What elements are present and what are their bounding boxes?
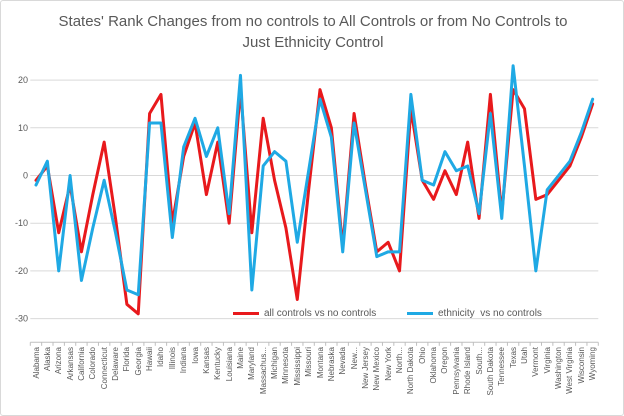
x-axis-label: Mississippi <box>292 347 302 386</box>
x-axis-label: Louisiana <box>224 347 234 382</box>
x-axis-label: California <box>76 347 86 381</box>
x-axis-label: Wyoming <box>588 347 598 381</box>
x-axis-label: New Mexico <box>372 347 382 391</box>
legend-swatch-ethnicity <box>407 311 433 315</box>
x-axis-label: Tennessee <box>497 347 507 386</box>
x-axis-label: New... <box>349 347 359 370</box>
x-axis-label: Ohio <box>417 347 427 364</box>
x-axis-label: Idaho <box>156 347 166 368</box>
x-axis-label: South Dakota <box>485 347 495 396</box>
y-axis-label: -30 <box>15 314 28 324</box>
x-axis-label: Massachus... <box>258 347 268 395</box>
legend-label-all-controls: all controls vs no controls <box>264 307 377 319</box>
x-axis-label: New Jersey <box>360 347 370 389</box>
x-axis-label: Minnesota <box>281 347 291 384</box>
x-axis-label: Virginia <box>542 347 552 374</box>
x-axis-label: Illinois <box>167 347 177 370</box>
x-axis-label: Kentucky <box>213 347 223 380</box>
chart-title: States' Rank Changes from no controls to… <box>58 13 568 51</box>
x-axis-label: Connecticut <box>99 347 109 390</box>
x-axis-label: Vermont <box>531 347 541 377</box>
x-axis-label: Iowa <box>190 347 200 364</box>
y-axis-label: 20 <box>18 75 28 85</box>
x-axis-label: Arizona <box>54 347 64 375</box>
x-axis-label: Rhode Island <box>463 347 473 395</box>
legend-item-all-controls: all controls vs no controls <box>233 306 376 320</box>
x-axis-label: Kansas <box>201 347 211 374</box>
x-axis-label: Alabama <box>31 347 41 379</box>
y-axis-label: 10 <box>18 123 28 133</box>
x-axis-label: New York <box>383 347 393 381</box>
y-axis-label: -10 <box>15 218 28 228</box>
x-axis-label: North... <box>395 347 405 374</box>
x-axis-label: Oklahoma <box>429 347 439 384</box>
x-axis-label: Colorado <box>88 347 98 380</box>
x-axis-label: North Dakota <box>406 347 416 395</box>
x-axis-label: Hawaii <box>145 347 155 372</box>
x-axis-label: Alaska <box>42 347 52 372</box>
x-axis-label: Oregon <box>440 347 450 374</box>
x-axis-label: Nevada <box>338 347 348 375</box>
x-axis-label: Wisconsin <box>576 347 586 384</box>
y-axis-label: 0 <box>23 171 28 181</box>
x-axis-label: Florida <box>122 347 132 372</box>
x-axis-label: South... <box>474 347 484 375</box>
x-axis-label: Michigan <box>270 347 280 380</box>
x-axis-label: Montana <box>315 347 325 379</box>
x-axis-label: Nebraska <box>326 347 336 382</box>
x-axis-label: West Virginia <box>565 347 575 394</box>
x-axis-label: Maine <box>235 347 245 369</box>
y-axis-label: -20 <box>15 266 28 276</box>
x-axis-label: Delaware <box>111 347 121 381</box>
legend-swatch-all-controls <box>233 311 259 315</box>
legend-item-ethnicity: ethnicity vs no controls <box>407 306 542 320</box>
x-axis-label: Washington <box>554 347 564 389</box>
x-axis-label: Utah <box>519 347 529 364</box>
x-axis-label: Arkansas <box>65 347 75 381</box>
legend-label-ethnicity: ethnicity vs no controls <box>438 307 542 319</box>
x-axis-label: Indiana <box>179 347 189 374</box>
x-axis-label: Georgia <box>133 347 143 376</box>
x-axis-label: Pennsylvania <box>451 347 461 395</box>
x-axis-label: Maryland <box>247 347 257 380</box>
x-axis-label: Texas <box>508 347 518 368</box>
series-line-ethnicity <box>34 64 595 297</box>
x-axis-label: Missouri <box>304 347 314 377</box>
